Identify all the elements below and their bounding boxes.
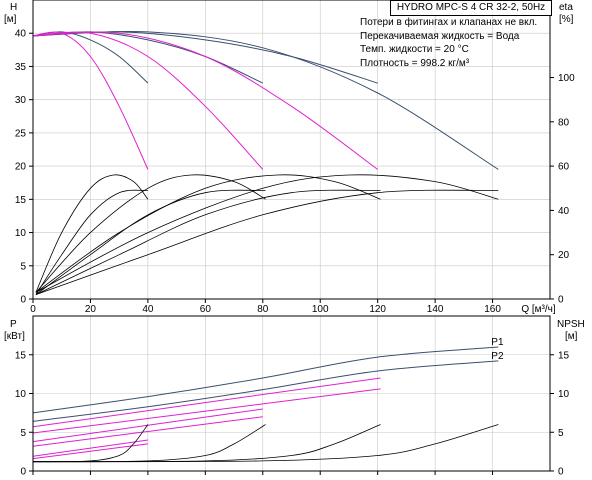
y-tick-label-left: 0 xyxy=(20,295,26,306)
y-tick-label-right: 60 xyxy=(558,162,570,173)
head-limit-curve xyxy=(32,31,149,170)
y-axis-label-left: H xyxy=(10,2,17,13)
x-tick-label: 20 xyxy=(85,304,97,315)
efficiency-curve xyxy=(35,189,381,295)
efficiency-curve xyxy=(35,174,266,293)
y-tick-label-left-bottom: 5 xyxy=(20,428,26,439)
pump-power-curve xyxy=(32,377,381,428)
x-axis-label: Q [м³/ч] xyxy=(521,304,556,315)
top-plot-frame xyxy=(32,0,551,300)
y-tick-label-left-bottom: 15 xyxy=(15,350,27,361)
y-tick-label-left: 15 xyxy=(15,195,27,206)
efficiency-curve xyxy=(35,189,148,295)
chart-title: HYDRO MPC-S 4 CR 32-2, 50Hz xyxy=(390,0,552,16)
npsh-axis-unit: [м] xyxy=(565,331,578,342)
y-tick-label-right: 20 xyxy=(558,250,570,261)
y-axis-label-right: eta xyxy=(559,2,573,13)
y-axis-label-right-unit: [%] xyxy=(559,14,574,25)
y-tick-label-right: 100 xyxy=(558,73,575,84)
x-tick-label: 80 xyxy=(257,304,269,315)
y-tick-label-left: 40 xyxy=(15,29,27,40)
y-tick-label-left: 35 xyxy=(15,62,27,73)
note-losses: Потери в фитингах и клапанах не вкл. xyxy=(360,17,538,28)
pump-power-curve xyxy=(32,443,148,460)
note-density: Плотность = 998.2 кг/м³ xyxy=(360,57,470,69)
power-curve-label: P2 xyxy=(491,351,504,362)
x-tick-label: 100 xyxy=(312,304,329,315)
power-curve xyxy=(32,346,499,414)
efficiency-curve xyxy=(35,174,381,293)
y-tick-label-left: 5 xyxy=(20,261,26,272)
y-tick-label-left: 30 xyxy=(15,95,27,106)
pump-power-curve xyxy=(32,408,263,443)
npsh-curve xyxy=(32,424,381,463)
y-tick-label-right: 40 xyxy=(558,206,570,217)
npsh-curve xyxy=(32,424,499,463)
y-axis-label-left-unit: [м] xyxy=(4,14,17,25)
labels-layer: 0 20 40 60 80 100 120 140 160 Q [м³/ч]05101520253… xyxy=(4,2,585,478)
power-axis-label: P xyxy=(10,319,17,330)
x-tick-label: 140 xyxy=(427,304,444,315)
head-curve xyxy=(32,30,499,170)
y-tick-label-left-bottom: 0 xyxy=(20,467,26,478)
note-temperature: Темп. жидкости = 20 °C xyxy=(360,44,469,55)
x-tick-label: 160 xyxy=(484,304,501,315)
note-liquid: Перекачиваемая жидкость = Вода xyxy=(360,30,520,42)
efficiency-curve xyxy=(35,174,149,293)
y-tick-label-right-bottom: 10 xyxy=(558,389,570,400)
y-tick-label-left: 20 xyxy=(15,162,27,173)
axes-layer xyxy=(29,0,554,475)
x-tick-label: 0 xyxy=(30,304,36,315)
npsh-axis-label: NPSH xyxy=(557,319,585,330)
efficiency-curve xyxy=(35,189,499,295)
head-limit-curve xyxy=(32,31,378,170)
x-tick-label: 120 xyxy=(369,304,386,315)
grid-layer xyxy=(32,0,551,472)
y-tick-label-right: 80 xyxy=(558,117,570,128)
y-tick-label-right-bottom: 0 xyxy=(558,467,564,478)
head-limit-curve xyxy=(32,31,264,170)
x-tick-label: 40 xyxy=(142,304,154,315)
y-tick-label-right-bottom: 15 xyxy=(558,350,570,361)
x-tick-label: 60 xyxy=(200,304,212,315)
npsh-curve xyxy=(32,424,266,463)
y-tick-label-left: 25 xyxy=(15,128,27,139)
pump-power-curve xyxy=(32,388,381,434)
efficiency-curve xyxy=(35,174,499,293)
power-axis-unit: [кВт] xyxy=(4,331,25,342)
y-tick-label-left-bottom: 10 xyxy=(15,389,27,400)
y-tick-label-right: 0 xyxy=(558,295,564,306)
y-tick-label-right-bottom: 5 xyxy=(558,428,564,439)
efficiency-curve xyxy=(35,189,266,295)
conditions-notes: Потери в фитингах и клапанах не вкл. Пер… xyxy=(360,16,550,70)
pump-power-curve xyxy=(32,439,148,457)
pump-power-curve xyxy=(32,416,263,447)
power-curve-label: P1 xyxy=(491,337,504,348)
y-tick-label-left: 10 xyxy=(15,228,27,239)
curves-layer xyxy=(32,30,499,463)
power-curve xyxy=(32,360,499,422)
